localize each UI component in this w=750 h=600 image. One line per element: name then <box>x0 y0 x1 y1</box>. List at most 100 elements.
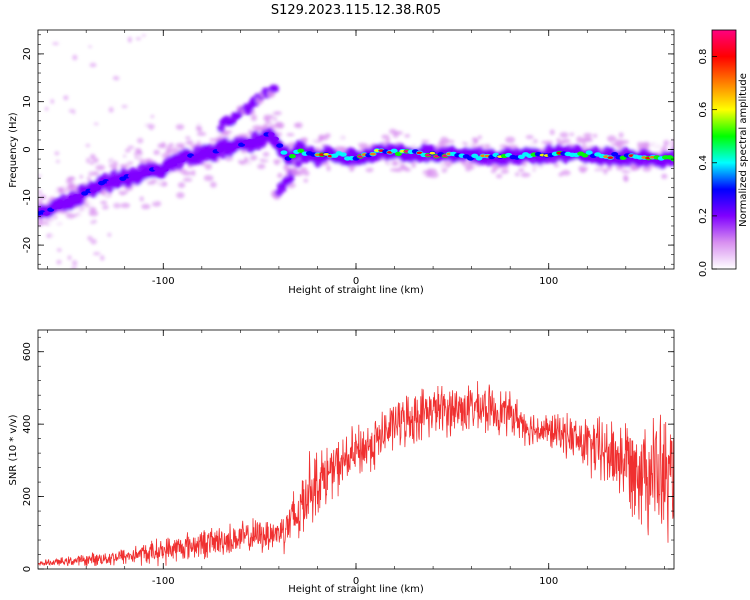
spectral-speckle <box>100 255 105 261</box>
spectral-speckle <box>93 251 101 256</box>
spectral-speckle <box>72 54 78 61</box>
spectral-speckle <box>595 170 604 175</box>
spectral-speckle <box>278 161 284 168</box>
colorbar-gradient <box>712 30 736 269</box>
spectral-speckle <box>80 112 85 116</box>
spectral-speckle <box>560 169 571 176</box>
spectral-speckle <box>107 67 111 72</box>
spectral-speckle <box>239 119 248 126</box>
ridge-core <box>276 143 284 148</box>
spectral-speckle <box>194 138 199 144</box>
spectral-speckle <box>135 30 139 34</box>
spectral-speckle <box>519 140 525 147</box>
spectral-speckle <box>359 146 364 150</box>
spectral-speckle <box>64 30 72 33</box>
spectral-speckle <box>130 120 137 125</box>
spectral-speckle <box>671 139 674 145</box>
spectral-speckle <box>38 55 44 59</box>
spectral-speckle <box>146 223 154 226</box>
spectral-speckle <box>87 171 96 177</box>
spectral-speckle <box>52 42 59 45</box>
spectrogram-heatmap <box>38 30 674 269</box>
spectral-speckle <box>593 133 598 138</box>
spectral-speckle <box>190 129 198 136</box>
spectral-speckle <box>90 153 96 161</box>
spectral-speckle <box>105 125 112 130</box>
spectral-speckle <box>51 74 57 78</box>
spectral-speckle <box>594 164 601 169</box>
spectral-speckle <box>108 107 114 113</box>
spectral-speckle <box>96 194 105 201</box>
spectral-speckle <box>107 57 111 62</box>
ridge-core <box>297 148 305 153</box>
spectral-speckle <box>38 51 42 56</box>
spectral-speckle <box>283 164 288 171</box>
spectral-speckle <box>263 123 269 130</box>
spectral-speckle <box>505 136 516 144</box>
spectral-speckle <box>106 51 112 55</box>
spectral-speckle <box>265 109 275 115</box>
spectral-speckle <box>545 140 553 145</box>
spectral-speckle <box>144 212 152 215</box>
spectral-speckle <box>65 212 76 219</box>
spectral-speckle <box>178 145 185 150</box>
spectral-speckle <box>40 169 45 175</box>
spectral-speckle <box>143 221 147 225</box>
spectral-speckle <box>338 135 344 143</box>
spectral-speckle <box>488 139 496 144</box>
spectral-speckle <box>525 135 534 140</box>
spectral-speckle <box>51 51 59 56</box>
spectral-speckle <box>210 181 217 188</box>
spectral-speckle <box>64 115 72 119</box>
ridge-core <box>585 150 593 155</box>
spectral-speckle <box>91 69 100 75</box>
spectral-speckle <box>73 171 79 176</box>
spectral-speckle <box>72 260 78 267</box>
spectral-speckle <box>122 92 129 96</box>
spectral-speckle <box>90 95 94 101</box>
spectral-speckle <box>134 75 138 81</box>
spectral-speckle <box>64 49 73 52</box>
spectral-speckle <box>353 165 359 173</box>
spectral-speckle <box>380 169 386 177</box>
spectral-speckle <box>88 92 97 99</box>
spectral-speckle <box>388 128 397 134</box>
spectral-speckle <box>224 130 233 134</box>
y-tick-label: 0 <box>22 146 33 152</box>
spectral-speckle <box>454 162 461 167</box>
spectral-speckle <box>67 182 75 189</box>
spectral-speckle <box>141 122 148 129</box>
spectral-speckle <box>77 103 81 108</box>
spectral-speckle <box>295 122 303 129</box>
spectral-speckle <box>510 169 517 174</box>
branch-blob <box>271 84 280 93</box>
spectral-speckle <box>115 90 123 97</box>
spectral-speckle <box>133 59 138 63</box>
spectral-speckle <box>70 266 78 269</box>
ridge-core <box>55 204 63 209</box>
ridge-core <box>216 147 224 153</box>
spectral-speckle <box>115 64 119 67</box>
spectral-speckle <box>45 219 54 222</box>
spectral-speckle <box>93 157 99 164</box>
y-tick-label: 400 <box>22 415 33 434</box>
spectral-speckle <box>204 163 213 170</box>
spectral-speckle <box>508 144 519 149</box>
ridge-core <box>204 151 212 156</box>
spectral-speckle <box>44 107 49 111</box>
ridge-core <box>394 151 402 157</box>
spectral-speckle <box>74 211 80 214</box>
spectral-speckle <box>109 81 116 86</box>
spectral-speckle <box>149 219 156 224</box>
spectral-speckle <box>169 147 180 153</box>
spectral-speckle <box>93 41 101 47</box>
spectral-speckle <box>440 141 450 145</box>
spectral-speckle <box>670 144 674 150</box>
spectral-speckle <box>67 171 72 176</box>
spectral-speckle <box>124 158 130 164</box>
spectral-speckle <box>263 114 274 120</box>
spectral-speckle <box>128 39 132 43</box>
spectral-speckle <box>660 145 668 153</box>
spectral-speckle <box>426 168 433 174</box>
spectral-speckle <box>196 131 207 136</box>
